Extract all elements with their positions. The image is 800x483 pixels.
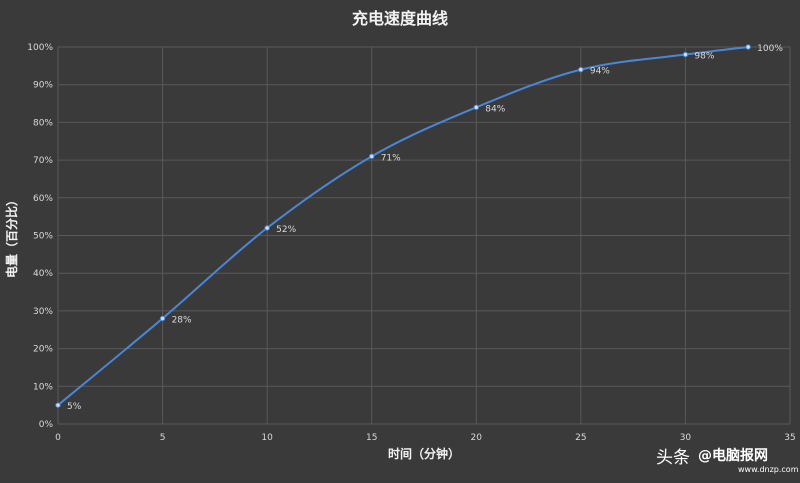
y-tick-label: 80% [33, 118, 53, 128]
x-tick-labels: 0 5 10 15 20 25 30 35 [55, 433, 796, 443]
data-point [159, 315, 166, 322]
y-tick-label: 100% [27, 43, 53, 53]
watermark-handle: @电脑报网 [698, 447, 768, 464]
data-labels: 5% 28% 52% 71% 84% 94% 98% 100% [67, 44, 783, 412]
data-point [369, 153, 375, 160]
y-tick-labels: 0% 10% 20% 30% 40% 50% 60% 70% 80% 90% 100% [27, 43, 53, 430]
x-tick-label: 10 [261, 433, 273, 443]
data-label: 52% [276, 225, 296, 235]
grid-layer [57, 46, 791, 425]
y-tick-label: 40% [33, 269, 53, 279]
x-tick-label: 5 [160, 433, 166, 443]
y-tick-label: 90% [33, 81, 53, 91]
data-label: 98% [694, 52, 714, 62]
y-tick-label: 20% [33, 345, 53, 355]
y-tick-label: 70% [33, 156, 53, 166]
y-tick-label: 60% [33, 194, 53, 204]
data-label: 28% [172, 315, 192, 325]
y-tick-label: 0% [39, 420, 54, 430]
chart-title: 充电速度曲线 [352, 9, 448, 28]
x-tick-label: 35 [784, 433, 795, 443]
y-tick-label: 50% [33, 232, 53, 242]
x-tick-label: 25 [575, 433, 586, 443]
series-line [57, 46, 749, 406]
x-tick-label: 30 [680, 433, 692, 443]
y-tick-label: 10% [33, 382, 53, 392]
y-axis-title: 电量（百分比） [4, 194, 19, 278]
watermark: 头条 @电脑报网 www.dnzp.com [656, 447, 799, 474]
watermark-site: www.dnzp.com [738, 465, 799, 474]
data-point [473, 104, 479, 111]
data-point [578, 66, 584, 73]
data-point [264, 225, 270, 231]
data-points [55, 44, 751, 408]
data-label: 71% [381, 153, 401, 163]
data-point [55, 402, 61, 408]
x-axis-title: 时间（分钟） [388, 446, 460, 461]
x-tick-label: 0 [55, 433, 61, 443]
x-tick-label: 20 [471, 433, 483, 443]
data-label: 94% [590, 67, 610, 77]
y-tick-label: 30% [33, 307, 53, 317]
data-label: 84% [485, 104, 505, 114]
data-point [745, 44, 751, 50]
data-label: 5% [67, 402, 82, 412]
x-tick-label: 15 [366, 433, 377, 443]
data-point [682, 51, 689, 58]
watermark-source: 头条 [656, 448, 690, 468]
data-label: 100% [757, 44, 783, 54]
